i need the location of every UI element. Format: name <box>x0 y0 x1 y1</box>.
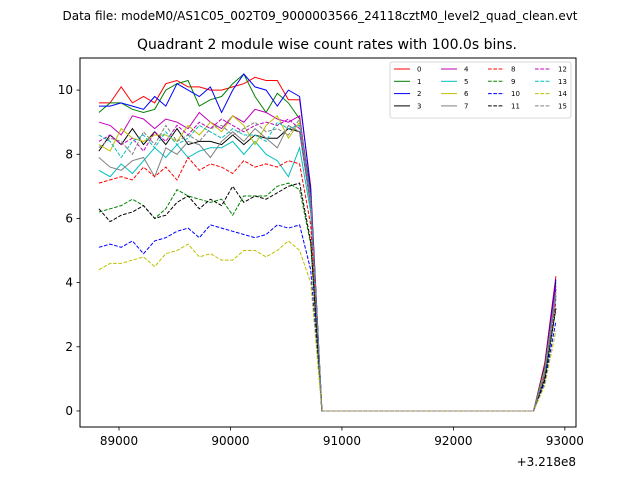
axes: 89000 90000 91000 92000 93000 0 2 4 6 8 10 <box>58 83 584 448</box>
plot-series <box>98 73 557 412</box>
legend-label-4: 4 <box>464 66 469 74</box>
legend-label-7: 7 <box>464 102 468 110</box>
y-tick-label: 6 <box>65 211 73 225</box>
legend-label-14: 14 <box>558 90 567 98</box>
series-line-9 <box>98 182 557 412</box>
y-tick-label: 0 <box>65 404 73 418</box>
series-line-1 <box>98 73 557 412</box>
series-line-8 <box>98 156 557 412</box>
series-line-12 <box>98 118 557 412</box>
series-line-2 <box>98 73 557 412</box>
y-tick-label: 8 <box>65 147 73 161</box>
x-tick-label: 92000 <box>434 434 472 448</box>
legend-label-8: 8 <box>511 66 515 74</box>
series-line-15 <box>98 117 557 412</box>
legend-label-6: 6 <box>464 90 469 98</box>
legend-label-3: 3 <box>417 102 421 110</box>
series-line-11 <box>98 182 557 412</box>
legend-label-13: 13 <box>558 78 567 86</box>
legend-label-0: 0 <box>417 66 421 74</box>
x-axis-offset-label: +3.218e8 <box>517 455 576 469</box>
legend-label-2: 2 <box>417 90 421 98</box>
series-line-13 <box>98 121 557 412</box>
figure-suptitle: Data file: modeM0/AS1C05_002T09_90000035… <box>62 9 577 23</box>
legend-label-15: 15 <box>558 102 567 110</box>
plot-frame <box>79 57 577 428</box>
legend-box <box>389 61 572 119</box>
legend-label-1: 1 <box>417 78 421 86</box>
x-tick-label: 90000 <box>211 434 249 448</box>
chart-title: Quadrant 2 module wise count rates with … <box>137 37 517 53</box>
series-line-5 <box>98 140 557 412</box>
series-line-3 <box>98 127 557 412</box>
x-tick-label: 89000 <box>100 434 138 448</box>
legend-label-5: 5 <box>464 78 468 86</box>
x-tick-label: 93000 <box>546 434 584 448</box>
legend-label-12: 12 <box>558 66 567 74</box>
series-line-0 <box>98 76 557 412</box>
series-line-4 <box>98 108 557 412</box>
y-tick-label: 10 <box>58 83 73 97</box>
series-line-14 <box>98 240 557 412</box>
legend-label-10: 10 <box>511 90 520 98</box>
x-tick-label: 91000 <box>323 434 361 448</box>
y-tick-label: 2 <box>65 340 73 354</box>
y-tick-label: 4 <box>65 276 73 290</box>
legend-label-11: 11 <box>511 102 520 110</box>
series-line-6 <box>98 115 557 412</box>
legend-label-9: 9 <box>511 78 515 86</box>
